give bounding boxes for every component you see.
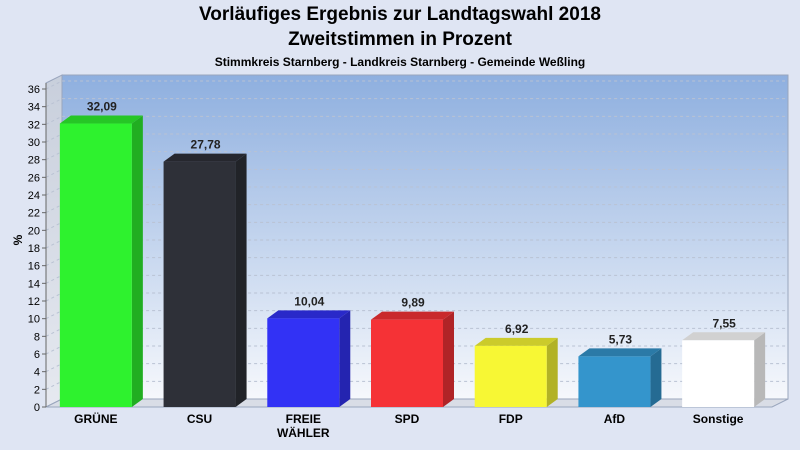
bar-side [754, 332, 766, 407]
category-label: FREIE [286, 412, 321, 426]
category-label: GRÜNE [74, 411, 117, 426]
chart-caption: Stimmkreis Starnberg - Landkreis Starnbe… [214, 55, 586, 69]
bar-side [131, 115, 143, 407]
y-tick-label: 12 [28, 296, 40, 308]
category-label: CSU [187, 412, 212, 426]
category-label: FDP [499, 412, 523, 426]
bar-top [682, 332, 766, 341]
bar: 6,92 [474, 322, 558, 407]
y-tick-label: 8 [34, 331, 40, 343]
bar-top [371, 311, 454, 320]
bar-front [578, 356, 651, 407]
y-tick-label: 24 [28, 190, 40, 202]
bar: 27,78 [163, 138, 247, 407]
bar-value-label: 10,04 [294, 294, 324, 308]
bar-front [163, 161, 236, 407]
bar: 5,73 [578, 332, 662, 407]
bar-top [59, 115, 143, 124]
bars: 32,09 27,78 10,04 9,89 6,92 5,73 7,55 [59, 100, 766, 407]
y-tick-label: 2 [34, 384, 40, 396]
bar: 32,09 [59, 100, 143, 407]
bar-side [650, 348, 662, 407]
category-label: AfD [604, 412, 626, 426]
y-tick-label: 6 [34, 349, 40, 361]
bar-front [474, 345, 547, 407]
bar-side [443, 311, 454, 407]
y-tick-label: 28 [28, 155, 40, 167]
bar: 7,55 [682, 316, 766, 407]
bar-value-label: 6,92 [505, 322, 529, 336]
y-tick-label: 26 [28, 172, 40, 184]
chart-title: Vorläufiges Ergebnis zur Landtagswahl 20… [199, 4, 601, 25]
category-label: WÄHLER [277, 425, 330, 440]
bar-front [371, 319, 443, 407]
bar-top [578, 348, 662, 357]
bar-value-label: 32,09 [87, 100, 117, 114]
y-tick-label: 20 [28, 225, 40, 237]
y-tick-label: 14 [28, 278, 40, 290]
bar: 9,89 [371, 296, 454, 407]
y-tick-label: 4 [34, 367, 40, 379]
y-tick-label: 22 [28, 208, 40, 220]
bar-side [339, 310, 351, 407]
y-tick-label: 18 [28, 243, 40, 255]
bar-value-label: 9,89 [401, 296, 425, 310]
chart-subtitle: Zweitstimmen in Prozent [288, 29, 512, 50]
bar: 10,04 [267, 294, 351, 407]
bar-front [267, 318, 340, 407]
bar-value-label: 5,73 [609, 332, 633, 346]
bar-top [267, 310, 351, 319]
y-tick-label: 32 [28, 119, 40, 131]
category-label: SPD [395, 412, 420, 426]
y-tick-label: 34 [28, 102, 40, 114]
bar-front [682, 340, 755, 407]
bar-top [163, 153, 247, 162]
y-tick-label: 16 [28, 261, 40, 273]
y-tick-label: 0 [34, 402, 40, 414]
y-tick-label: 10 [28, 314, 40, 326]
y-tick-label: 30 [28, 137, 40, 149]
bar-side [546, 337, 558, 407]
bar-top [474, 337, 558, 346]
y-axis-label: % [11, 234, 25, 245]
bar-side [235, 153, 247, 407]
y-tick-label: 36 [28, 84, 40, 96]
bar-front [59, 123, 132, 407]
bar-value-label: 7,55 [712, 316, 736, 330]
bar-value-label: 27,78 [191, 138, 221, 152]
category-label: Sonstige [693, 412, 744, 426]
